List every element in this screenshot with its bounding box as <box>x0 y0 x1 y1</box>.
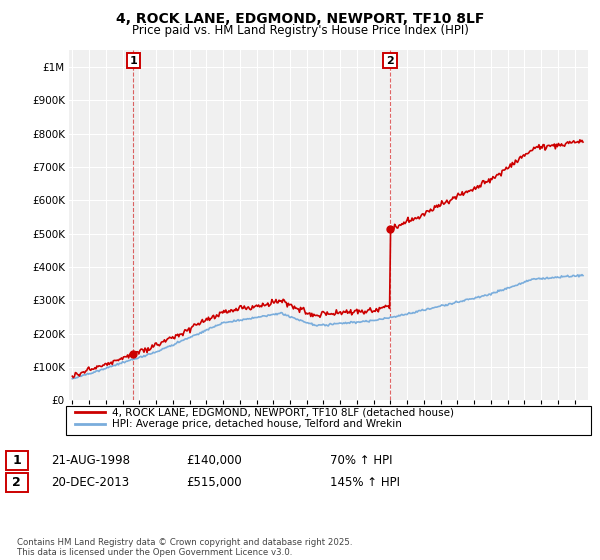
Text: Price paid vs. HM Land Registry's House Price Index (HPI): Price paid vs. HM Land Registry's House … <box>131 24 469 36</box>
Text: 21-AUG-1998: 21-AUG-1998 <box>51 454 130 467</box>
Text: 2: 2 <box>386 55 394 66</box>
Text: £515,000: £515,000 <box>186 476 242 489</box>
Text: 2: 2 <box>13 476 21 489</box>
Text: 1: 1 <box>13 454 21 467</box>
Text: 1: 1 <box>130 55 137 66</box>
Text: £140,000: £140,000 <box>186 454 242 467</box>
Text: 20-DEC-2013: 20-DEC-2013 <box>51 476 129 489</box>
Text: 4, ROCK LANE, EDGMOND, NEWPORT, TF10 8LF: 4, ROCK LANE, EDGMOND, NEWPORT, TF10 8LF <box>116 12 484 26</box>
Text: 4, ROCK LANE, EDGMOND, NEWPORT, TF10 8LF (detached house): 4, ROCK LANE, EDGMOND, NEWPORT, TF10 8LF… <box>112 407 454 417</box>
Text: HPI: Average price, detached house, Telford and Wrekin: HPI: Average price, detached house, Telf… <box>112 419 402 430</box>
Text: Contains HM Land Registry data © Crown copyright and database right 2025.
This d: Contains HM Land Registry data © Crown c… <box>17 538 352 557</box>
Text: 70% ↑ HPI: 70% ↑ HPI <box>330 454 392 467</box>
Text: 145% ↑ HPI: 145% ↑ HPI <box>330 476 400 489</box>
